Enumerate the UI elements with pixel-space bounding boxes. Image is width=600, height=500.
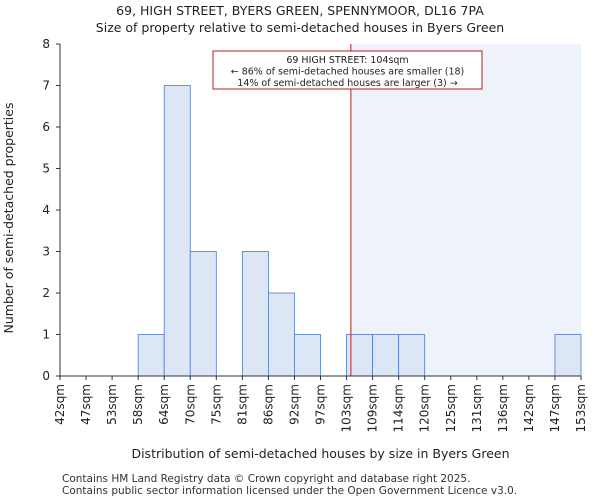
y-tick-label: 4: [42, 203, 50, 217]
bar-81sqm: [241, 251, 269, 377]
bar-64sqm: [163, 85, 191, 377]
bar-86sqm: [267, 292, 295, 377]
x-tick-label: 70sqm: [183, 384, 197, 425]
x-tick-label: 136sqm: [496, 384, 510, 432]
y-tick-label: 1: [42, 328, 50, 342]
x-tick-label: 92sqm: [287, 384, 301, 425]
x-tick-label: 103sqm: [340, 384, 354, 432]
x-tick-label: 42sqm: [53, 384, 67, 425]
x-tick-label: 142sqm: [522, 384, 536, 432]
bar-114sqm: [398, 334, 426, 377]
x-tick-label: 47sqm: [79, 384, 93, 425]
bar-70sqm: [189, 251, 217, 377]
annotation-line-1: 69 HIGH STREET: 104sqm: [286, 55, 408, 66]
x-tick-label: 109sqm: [366, 384, 380, 432]
x-tick-label: 58sqm: [131, 384, 145, 425]
chart-title: 69, HIGH STREET, BYERS GREEN, SPENNYMOOR…: [116, 3, 484, 18]
x-tick-label: 81sqm: [235, 384, 249, 425]
x-tick-label: 125sqm: [444, 384, 458, 432]
chart-subtitle: Size of property relative to semi-detach…: [95, 20, 505, 35]
y-tick-label: 0: [42, 369, 50, 383]
y-tick-label: 2: [42, 286, 50, 300]
x-tick-label: 97sqm: [314, 384, 328, 425]
y-tick-label: 3: [42, 245, 50, 259]
y-tick-label: 6: [42, 120, 50, 134]
footer-copyright: Contains HM Land Registry data © Crown c…: [62, 473, 471, 485]
x-tick-label: 64sqm: [157, 384, 171, 425]
x-tick-label: 120sqm: [418, 384, 432, 432]
bar-58sqm: [137, 334, 165, 377]
highlight-region: [350, 44, 581, 376]
footer-licence: Contains public sector information licen…: [62, 485, 518, 497]
x-tick-label: 153sqm: [574, 384, 588, 432]
x-tick-label: 53sqm: [105, 384, 119, 425]
y-axis-label: Number of semi-detached properties: [1, 103, 16, 334]
y-tick-label: 7: [42, 79, 50, 93]
bar-109sqm: [372, 334, 400, 377]
annotation-box: [212, 50, 483, 90]
x-tick-label: 75sqm: [209, 384, 223, 425]
y-tick-label: 8: [42, 37, 50, 51]
y-tick-label: 5: [42, 162, 50, 176]
x-tick-label: 114sqm: [392, 384, 406, 432]
x-tick-label: 131sqm: [470, 384, 484, 432]
x-tick-label: 86sqm: [261, 384, 275, 425]
x-tick-label: 147sqm: [548, 384, 562, 432]
bar-92sqm: [294, 334, 321, 377]
annotation-line-2: ← 86% of semi-detached houses are smalle…: [231, 67, 465, 78]
bar-147sqm: [554, 334, 582, 377]
x-axis-label: Distribution of semi-detached houses by …: [131, 446, 509, 461]
annotation-line-3: 14% of semi-detached houses are larger (…: [237, 78, 457, 89]
